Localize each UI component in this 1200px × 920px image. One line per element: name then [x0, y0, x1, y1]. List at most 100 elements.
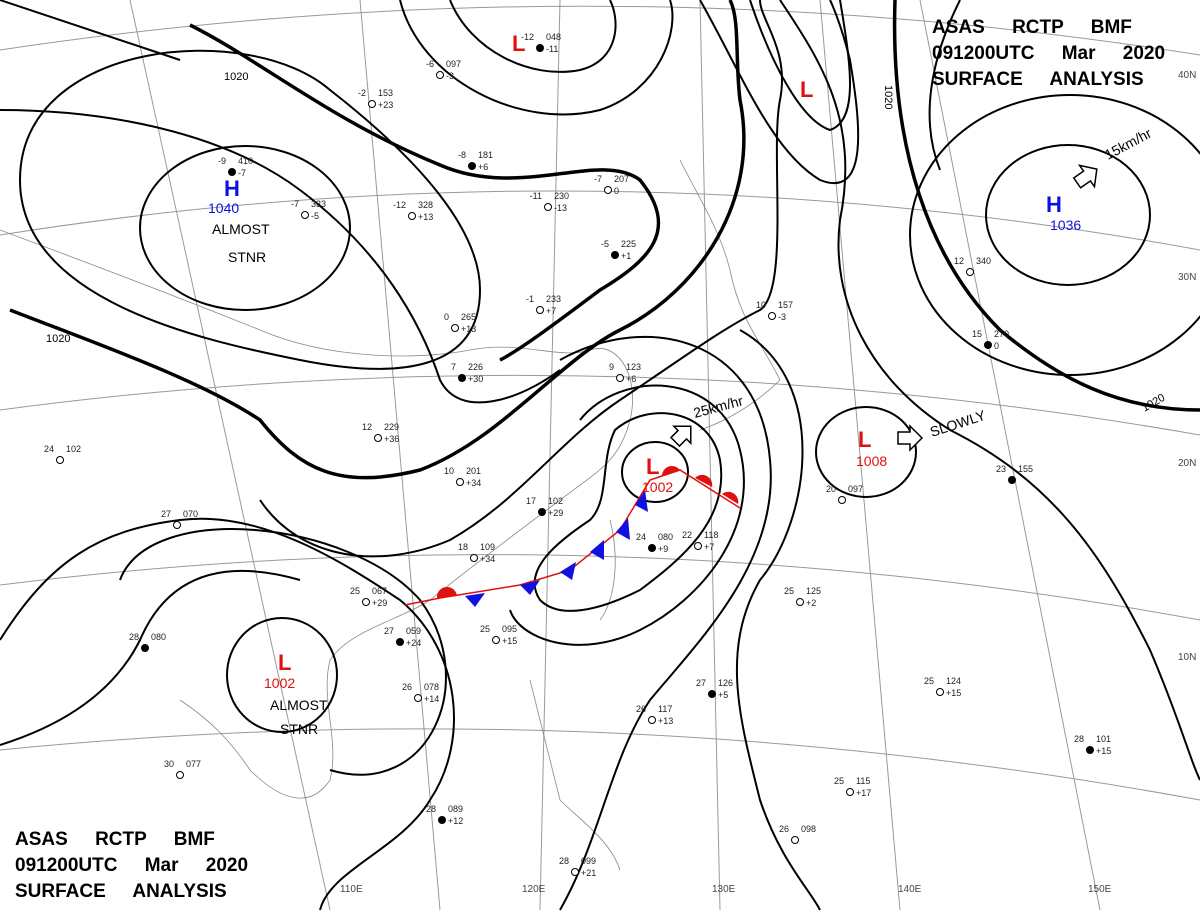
station-pressure: 123 — [626, 362, 641, 372]
latitude-label: 40N — [1178, 70, 1196, 81]
station-pressure: 328 — [418, 200, 433, 210]
station-marker — [571, 868, 579, 876]
station-marker — [768, 312, 776, 320]
station-marker — [604, 186, 612, 194]
center-type: L — [512, 31, 525, 56]
station-marker — [438, 816, 446, 824]
station-marker — [408, 212, 416, 220]
station-change: +30 — [468, 374, 483, 384]
station-change: +34 — [480, 554, 495, 564]
station-marker — [984, 341, 992, 349]
station-temp: 0 — [444, 312, 449, 322]
coastline — [0, 159, 781, 871]
station-change: -7 — [238, 168, 246, 178]
station-change: +5 — [718, 690, 728, 700]
station-change: +36 — [384, 434, 399, 444]
station-marker — [492, 636, 500, 644]
station-marker — [536, 306, 544, 314]
station-pressure: 229 — [384, 422, 399, 432]
station-temp: 9 — [609, 362, 614, 372]
station-pressure: 124 — [946, 676, 961, 686]
station-pressure: 089 — [448, 804, 463, 814]
station-temp: -6 — [426, 59, 434, 69]
station-marker — [362, 598, 370, 606]
station-marker — [470, 554, 478, 562]
station-marker — [966, 268, 974, 276]
station-temp: -5 — [601, 239, 609, 249]
station-marker — [301, 211, 309, 219]
motion-arrows — [669, 164, 1098, 452]
station-pressure: 067 — [372, 586, 387, 596]
station-pressure: 117 — [658, 704, 672, 714]
station-marker — [536, 44, 544, 52]
station-temp: 12 — [362, 422, 372, 432]
station-temp: -9 — [218, 156, 226, 166]
station-marker — [791, 836, 799, 844]
station-temp: 27 — [696, 678, 706, 688]
station-pressure: 265 — [461, 312, 476, 322]
station-marker — [374, 434, 382, 442]
station-change: +12 — [448, 816, 463, 826]
station-change: +24 — [406, 638, 421, 648]
station-change: +9 — [658, 544, 668, 554]
station-temp: 25 — [924, 676, 934, 686]
station-temp: 28 — [129, 632, 139, 642]
station-pressure: 097 — [446, 59, 461, 69]
station-marker — [611, 251, 619, 259]
isobar-label: 1020 — [46, 333, 70, 345]
station-pressure: 233 — [546, 294, 561, 304]
station-temp: 7 — [451, 362, 456, 372]
station-temp: 15 — [972, 329, 982, 339]
station-pressure: 153 — [378, 88, 393, 98]
station-change: +7 — [704, 542, 714, 552]
station-change: -3 — [778, 312, 786, 322]
station-change: +6 — [478, 162, 488, 172]
station-pressure: 048 — [546, 32, 561, 42]
center-value: 1002 — [642, 479, 673, 495]
station-temp: -8 — [458, 150, 466, 160]
station-change: +2 — [806, 598, 816, 608]
station-change: +15 — [502, 636, 517, 646]
station-temp: 28 — [559, 856, 569, 866]
station-pressure: 181 — [478, 150, 493, 160]
station-marker — [616, 374, 624, 382]
isobar-label: 1020 — [882, 85, 894, 109]
station-change: +21 — [581, 868, 596, 878]
station-pressure: 102 — [66, 444, 81, 454]
station-marker — [436, 71, 444, 79]
header-line: 091200UTC Mar 2020 — [932, 43, 1165, 64]
station-pressure: 101 — [1096, 734, 1111, 744]
station-temp: 25 — [784, 586, 794, 596]
station-change: +13 — [461, 324, 476, 334]
station-marker — [708, 690, 716, 698]
center-note: STNR — [280, 721, 318, 737]
center-value: 1008 — [856, 453, 887, 469]
longitude-label: 110E — [340, 884, 363, 895]
station-temp: -11 — [530, 191, 542, 201]
station-marker — [458, 374, 466, 382]
station-temp: 25 — [834, 776, 844, 786]
station-marker — [368, 100, 376, 108]
station-marker — [796, 598, 804, 606]
station-temp: 28 — [1074, 734, 1084, 744]
station-pressure: 333 — [311, 199, 326, 209]
station-pressure: 226 — [468, 362, 483, 372]
header-line: ASAS RCTP BMF — [15, 829, 215, 850]
station-pressure: 080 — [658, 532, 673, 542]
station-pressure: 077 — [186, 759, 201, 769]
front — [404, 466, 741, 607]
station-change: +14 — [424, 694, 439, 704]
station-change: +23 — [378, 100, 393, 110]
station-pressure: 410 — [238, 156, 253, 166]
center-value: 1036 — [1050, 217, 1081, 233]
station-pressure: 115 — [856, 776, 870, 786]
station-temp: 12 — [954, 256, 964, 266]
station-marker — [544, 203, 552, 211]
header-line: SURFACE ANALYSIS — [932, 69, 1144, 90]
station-change: +6 — [626, 374, 636, 384]
station-marker — [228, 168, 236, 176]
